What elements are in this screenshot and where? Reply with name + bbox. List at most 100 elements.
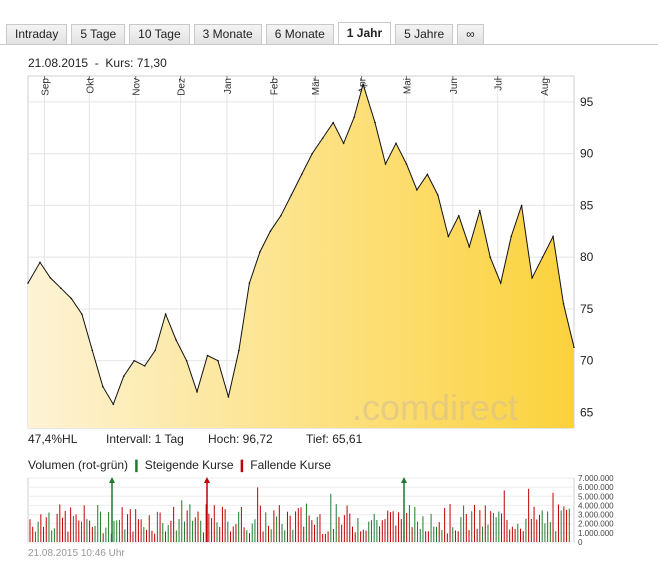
price-point	[362, 83, 364, 86]
price-point	[478, 209, 481, 212]
price-point	[342, 142, 345, 145]
month-label: Aug	[540, 78, 551, 96]
month-label: Okt	[85, 78, 96, 94]
watermark-text: .comdirect	[352, 387, 518, 428]
price-point	[259, 251, 261, 253]
tab-3[interactable]: 3 Monate	[193, 24, 262, 44]
price-point	[489, 256, 492, 258]
price-point	[468, 246, 471, 248]
price-point	[300, 173, 303, 176]
volume-title: Volumen (rot-grün)	[28, 458, 129, 472]
falling-marker-icon: ❙	[236, 458, 247, 472]
price-point	[27, 282, 29, 284]
volume-tick-label: 0	[578, 538, 583, 547]
month-label: Jan	[223, 78, 234, 94]
header-price: Kurs: 71,30	[105, 56, 167, 70]
price-point	[552, 235, 554, 238]
price-point	[70, 297, 73, 300]
tab-0[interactable]: Intraday	[6, 24, 68, 44]
volume-tick-label: 7.000.000	[578, 474, 614, 483]
timestamp-footer: 21.08.2015 10:46 Uhr	[28, 548, 125, 559]
price-point	[81, 313, 83, 315]
price-point	[91, 349, 94, 352]
price-point	[227, 396, 230, 398]
month-label: Jun	[449, 78, 460, 94]
price-point	[562, 302, 565, 305]
volume-tick-label: 3.000.000	[578, 511, 614, 520]
price-point	[531, 277, 533, 279]
volume-arrow-icon	[109, 477, 115, 483]
stat-interval: Intervall: 1 Tag	[106, 432, 184, 446]
y-tick-label: 80	[580, 250, 594, 264]
price-point	[405, 163, 408, 165]
stat-low: Tief: 65,61	[306, 432, 363, 446]
price-point	[133, 359, 136, 362]
price-area	[28, 84, 574, 429]
volume-tick-label: 5.000.000	[578, 492, 614, 501]
month-label: Nov	[132, 78, 143, 96]
tab-1[interactable]: 5 Tage	[71, 24, 126, 44]
price-point	[510, 235, 512, 238]
rising-marker-icon: ❙	[131, 458, 142, 472]
price-point	[39, 261, 41, 264]
price-point	[112, 403, 115, 405]
y-tick-label: 85	[580, 198, 594, 212]
tab-7[interactable]: ∞	[457, 24, 484, 44]
tab-5[interactable]: 1 Jahr	[337, 22, 392, 44]
price-point	[122, 375, 125, 378]
price-point	[384, 163, 387, 165]
header-date: 21.08.2015	[28, 56, 89, 70]
stat-high: Hoch: 96,72	[208, 432, 273, 446]
timeframe-tabs: Intraday 5 Tage 10 Tage 3 Monate 6 Monate 1 J…	[6, 22, 488, 44]
price-point	[290, 194, 293, 196]
price-point	[60, 287, 62, 290]
y-tick-label: 65	[580, 405, 594, 419]
price-point	[321, 137, 324, 139]
price-point	[374, 121, 376, 124]
price-point	[49, 277, 52, 279]
price-point	[238, 349, 240, 352]
price-point	[447, 235, 450, 238]
price-point	[101, 385, 104, 388]
month-label: Sep	[40, 78, 51, 96]
price-point	[185, 359, 188, 362]
month-label: Mär	[311, 77, 322, 95]
price-point	[499, 282, 502, 284]
volume-tick-label: 4.000.000	[578, 501, 614, 510]
price-point	[426, 173, 429, 176]
price-point	[154, 349, 156, 352]
price-point	[206, 354, 209, 357]
volume-arrow-icon	[204, 477, 210, 483]
tab-2[interactable]: 10 Tage	[129, 24, 190, 44]
price-point	[164, 313, 167, 315]
volume-legend: Volumen (rot-grün) ❙ Steigende Kurse ❙ F…	[28, 458, 331, 472]
tab-4[interactable]: 6 Monate	[265, 24, 334, 44]
volume-tick-label: 2.000.000	[578, 520, 614, 529]
price-point	[280, 214, 282, 217]
price-point	[217, 359, 219, 362]
y-tick-label: 90	[580, 147, 594, 161]
price-point	[332, 121, 334, 124]
month-label: Mai	[402, 78, 413, 94]
price-point	[458, 214, 460, 217]
price-point	[143, 365, 146, 367]
price-point	[395, 142, 397, 145]
tab-6[interactable]: 5 Jahre	[395, 24, 454, 44]
falling-label: Fallende Kurse	[250, 458, 331, 472]
price-point	[175, 339, 177, 341]
y-tick-label: 95	[580, 95, 594, 109]
price-point	[520, 204, 523, 207]
price-point	[353, 116, 355, 119]
price-point	[541, 256, 544, 258]
rising-label: Steigende Kurse	[144, 458, 234, 472]
price-point	[248, 282, 251, 284]
price-point	[437, 194, 439, 196]
price-point	[269, 230, 272, 233]
month-label: Feb	[269, 78, 280, 96]
y-tick-label: 75	[580, 302, 594, 316]
volume-tick-label: 6.000.000	[578, 483, 614, 492]
stat-hl: 47,4%HL	[28, 432, 78, 446]
month-label: Jul	[494, 78, 505, 91]
price-point	[311, 152, 314, 155]
